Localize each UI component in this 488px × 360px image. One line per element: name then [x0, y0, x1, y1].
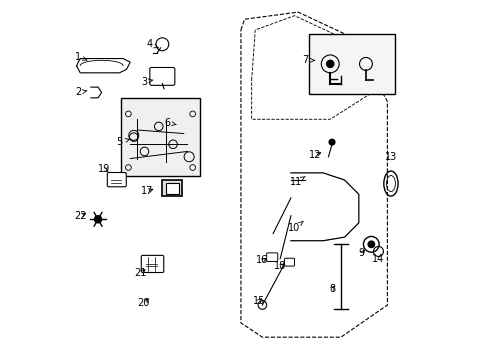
Text: 21: 21 — [134, 268, 147, 278]
Text: 11: 11 — [289, 176, 305, 187]
Circle shape — [328, 139, 334, 145]
Text: 8: 8 — [328, 284, 334, 294]
Text: 19: 19 — [98, 164, 110, 174]
FancyBboxPatch shape — [149, 67, 175, 85]
Text: 12: 12 — [308, 150, 321, 160]
Bar — [308, 33, 394, 94]
Circle shape — [94, 216, 102, 223]
Text: 17: 17 — [141, 186, 153, 197]
Text: 18: 18 — [274, 261, 286, 271]
Text: 1: 1 — [75, 52, 87, 62]
Text: 14: 14 — [371, 254, 383, 264]
Bar — [162, 180, 182, 196]
Polygon shape — [77, 59, 130, 73]
Text: 10: 10 — [288, 221, 303, 233]
Text: 6: 6 — [164, 118, 176, 128]
Text: 13: 13 — [384, 152, 396, 162]
Text: 4: 4 — [146, 39, 158, 49]
FancyBboxPatch shape — [141, 255, 163, 273]
Text: 7: 7 — [302, 55, 314, 65]
Text: 16: 16 — [256, 255, 268, 265]
Circle shape — [367, 241, 374, 248]
Text: 9: 9 — [358, 248, 364, 258]
Polygon shape — [91, 87, 102, 98]
Circle shape — [326, 60, 333, 67]
Bar — [165, 183, 179, 194]
Text: 15: 15 — [252, 296, 264, 306]
Text: 20: 20 — [137, 298, 150, 308]
FancyBboxPatch shape — [266, 253, 277, 261]
FancyBboxPatch shape — [284, 258, 294, 266]
Text: 22: 22 — [74, 211, 86, 221]
Text: 3: 3 — [141, 77, 153, 87]
FancyBboxPatch shape — [107, 172, 126, 187]
Text: 2: 2 — [75, 87, 87, 98]
Text: 5: 5 — [116, 138, 129, 148]
Bar — [121, 98, 200, 176]
